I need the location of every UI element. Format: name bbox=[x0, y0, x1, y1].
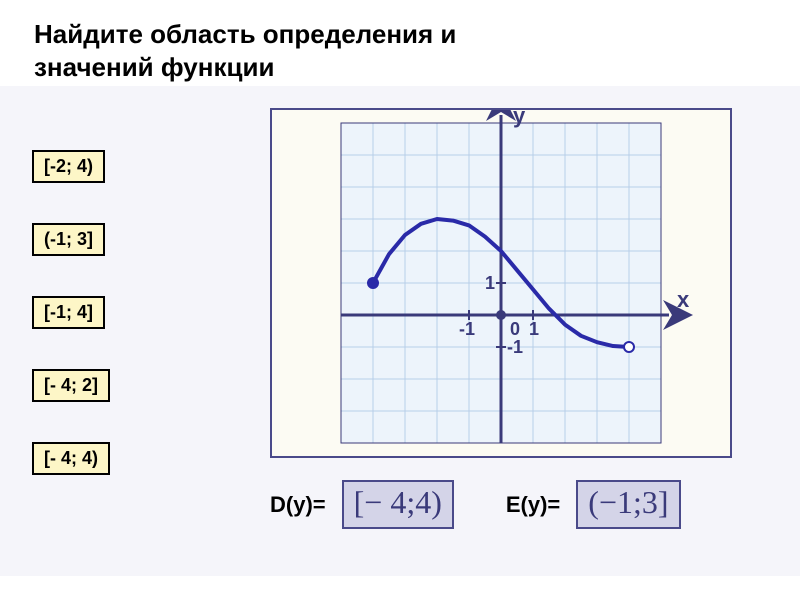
svg-text:1: 1 bbox=[485, 273, 495, 293]
svg-text:-1: -1 bbox=[507, 337, 523, 357]
svg-text:1: 1 bbox=[529, 319, 539, 339]
answers-row: D(y)= [− 4;4) E(y)= (−1;3] bbox=[270, 480, 681, 529]
page-title: Найдите область определения и значений ф… bbox=[0, 0, 800, 83]
svg-text:y: y bbox=[513, 110, 526, 128]
option-5[interactable]: [- 4; 4) bbox=[32, 442, 110, 475]
svg-text:x: x bbox=[677, 287, 690, 312]
option-1[interactable]: [-2; 4) bbox=[32, 150, 105, 183]
title-line2: значений функции bbox=[34, 51, 800, 84]
e-label: E(y)= bbox=[506, 492, 560, 518]
chart-svg: 01-11-1xy bbox=[272, 110, 730, 456]
e-value: (−1;3] bbox=[576, 480, 680, 529]
option-4[interactable]: [- 4; 2] bbox=[32, 369, 110, 402]
d-label: D(y)= bbox=[270, 492, 326, 518]
svg-text:0: 0 bbox=[510, 319, 520, 339]
option-2[interactable]: (-1; 3] bbox=[32, 223, 105, 256]
svg-text:-1: -1 bbox=[459, 319, 475, 339]
chart-panel: 01-11-1xy bbox=[270, 108, 732, 458]
title-line1: Найдите область определения и bbox=[34, 18, 800, 51]
option-3[interactable]: [-1; 4] bbox=[32, 296, 105, 329]
options-list: [-2; 4) (-1; 3] [-1; 4] [- 4; 2] [- 4; 4… bbox=[32, 150, 148, 515]
d-value: [− 4;4) bbox=[342, 480, 454, 529]
